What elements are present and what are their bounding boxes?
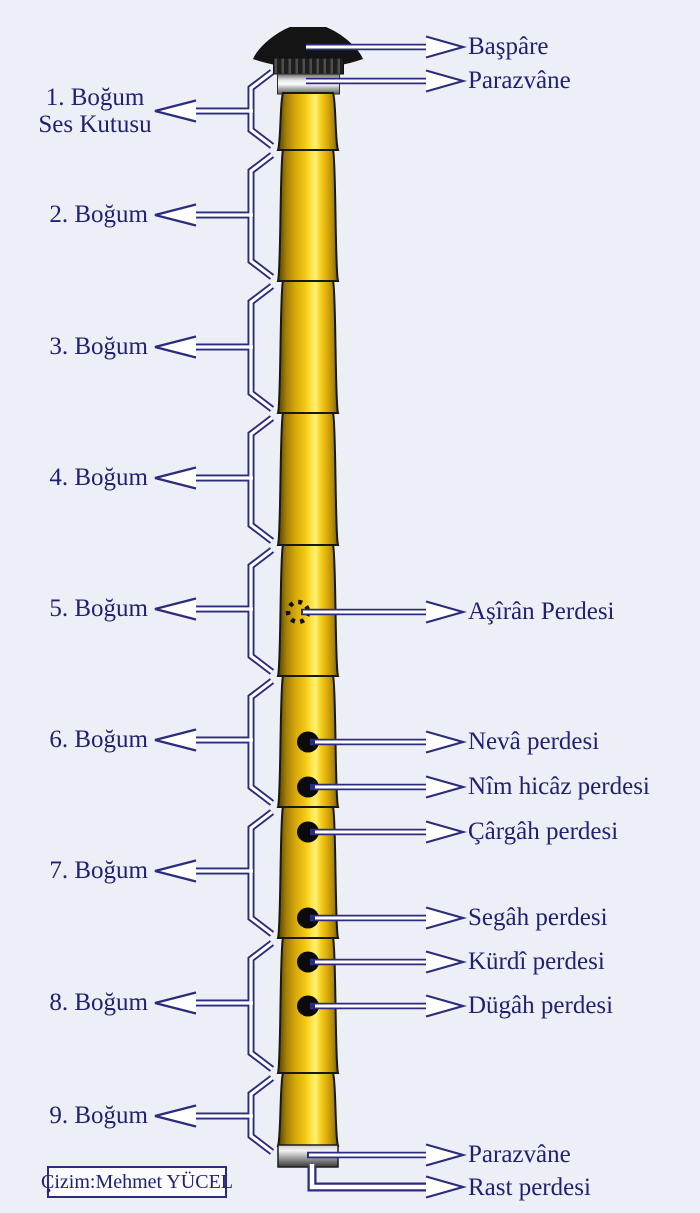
- finger-hole-cargah: [297, 821, 319, 843]
- arrowhead-left-icon: [154, 466, 197, 490]
- segment-bracket: [247, 152, 275, 280]
- label-bogum-5: 5. Boğum: [49, 594, 148, 622]
- arrowhead-right-icon: [425, 775, 468, 799]
- body-segment: [276, 1072, 340, 1147]
- body-segment: [276, 412, 340, 546]
- label-bogum-4: 4. Boğum: [49, 463, 148, 491]
- label-dugah-perdesi: Dügâh perdesi: [468, 991, 614, 1019]
- segment-bracket: [249, 548, 273, 674]
- arrow-line: [307, 1166, 428, 1192]
- arrowhead-right-icon: [425, 994, 468, 1018]
- segment-bracket: [247, 547, 275, 675]
- segment-bracket: [247, 940, 275, 1072]
- label-segah-perdesi: Segâh perdesi: [468, 903, 608, 931]
- label-rast-perdesi: Rast perdesi: [468, 1173, 591, 1201]
- label-bogum-1-line1: 1. Boğum: [45, 84, 145, 111]
- arrowhead-left-icon: [154, 728, 197, 752]
- arrowhead-right-icon: [425, 35, 468, 59]
- label-asiran-perdesi: Aşîrân Perdesi: [468, 597, 615, 625]
- arrowhead-right-icon: [425, 906, 468, 930]
- arrowhead-left-icon: [154, 597, 197, 621]
- label-nim-hicaz-perdesi: Nîm hicâz perdesi: [468, 772, 650, 800]
- finger-hole-kurdi: [297, 951, 319, 973]
- credit-box: Çizim:Mehmet YÜCEL: [41, 1166, 233, 1198]
- arrowhead-right-icon: [425, 820, 468, 844]
- body-segment: [276, 149, 340, 282]
- label-bogum-2: 2. Boğum: [49, 200, 148, 228]
- label-parazvane-top: Parazvâne: [468, 66, 571, 94]
- arrowhead-left-icon: [154, 991, 197, 1015]
- label-kurdi-perdesi: Kürdî perdesi: [468, 947, 605, 975]
- arrowhead-right-icon: [425, 950, 468, 974]
- segment-bracket: [247, 678, 275, 806]
- arrow-line: [309, 1164, 431, 1190]
- arrowhead-left-icon: [154, 335, 197, 359]
- credit-text: Çizim:Mehmet YÜCEL: [41, 1170, 234, 1193]
- finger-hole-dugah: [297, 995, 319, 1017]
- label-parazvane-bottom: Parazvâne: [468, 1140, 571, 1168]
- arrowhead-left-icon: [154, 203, 197, 227]
- finger-holes: [297, 731, 319, 1017]
- right-arrows: [301, 35, 468, 1199]
- segment-bracket: [247, 1075, 275, 1155]
- body-segment: [276, 280, 340, 414]
- arrowhead-left-icon: [154, 1104, 197, 1128]
- label-bogum-3: 3. Boğum: [49, 332, 148, 360]
- label-bogum-1: 1. Boğum Ses Kutusu: [20, 84, 170, 138]
- body-segment: [276, 92, 340, 151]
- label-bogum-1-line2: Ses Kutusu: [38, 111, 152, 138]
- label-bogum-9: 9. Boğum: [49, 1101, 148, 1129]
- segment-bracket: [249, 679, 273, 805]
- finger-hole-nim-hicaz: [297, 776, 319, 798]
- segment-bracket: [247, 415, 275, 544]
- finger-hole-neva: [297, 731, 319, 753]
- arrowhead-right-icon: [425, 69, 468, 93]
- label-bogum-6: 6. Boğum: [49, 725, 148, 753]
- segment-bracket: [247, 69, 275, 149]
- arrowhead-right-icon: [425, 730, 468, 754]
- segment-bracket: [249, 810, 273, 936]
- segment-bracket: [249, 70, 273, 148]
- finger-hole-segah: [297, 907, 319, 929]
- arrowhead-right-icon: [425, 600, 468, 624]
- arrowhead-right-icon: [425, 1175, 468, 1199]
- label-cargah-perdesi: Çârgâh perdesi: [468, 817, 619, 845]
- ney-body-segments: [276, 92, 340, 1147]
- segment-bracket: [247, 809, 275, 937]
- arrowhead-left-icon: [154, 99, 197, 123]
- label-bogum-7: 7. Boğum: [49, 856, 148, 884]
- segment-bracket: [247, 283, 275, 412]
- label-neva-perdesi: Nevâ perdesi: [468, 727, 600, 755]
- baspare-knurl-collar: [273, 57, 344, 75]
- left-brackets: [154, 69, 275, 1155]
- label-bogum-8: 8. Boğum: [49, 988, 148, 1016]
- arrowhead-left-icon: [154, 859, 197, 883]
- segment-bracket: [249, 941, 273, 1071]
- arrowhead-right-icon: [425, 1143, 468, 1167]
- label-baspare: Başpâre: [468, 32, 549, 60]
